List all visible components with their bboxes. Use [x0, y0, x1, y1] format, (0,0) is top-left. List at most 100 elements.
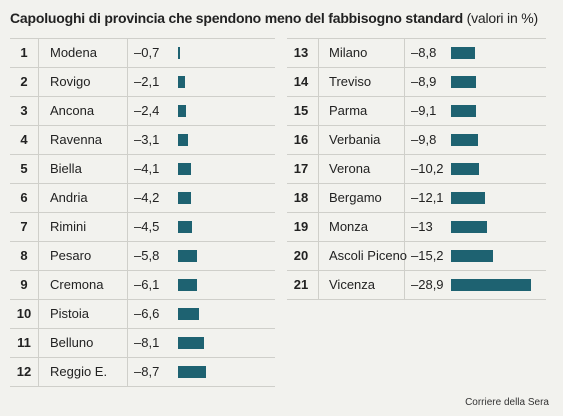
- city-label: Vicenza: [329, 277, 376, 292]
- rank-label: 10: [16, 306, 32, 321]
- rank-label: 12: [16, 364, 32, 379]
- city-label: Treviso: [329, 74, 372, 89]
- city-label: Biella: [50, 161, 82, 176]
- value-bar: [451, 221, 487, 233]
- column-divider: [127, 39, 128, 387]
- value-label: –9,1: [411, 103, 437, 118]
- table-row: 19 Monza –13: [287, 213, 546, 242]
- city-label: Pistoia: [50, 306, 90, 321]
- value-bar: [178, 250, 197, 262]
- value-label: –6,6: [134, 306, 160, 321]
- rank-label: 15: [293, 103, 309, 118]
- column-divider: [404, 39, 405, 300]
- value-bar: [178, 134, 188, 146]
- city-label: Pesaro: [50, 248, 92, 263]
- rank-label: 3: [20, 103, 28, 118]
- table-row: 14 Treviso –8,9: [287, 68, 546, 97]
- rank-label: 5: [20, 161, 28, 176]
- city-label: Andria: [50, 190, 88, 205]
- city-label: Rimini: [50, 219, 87, 234]
- table-row: 6 Andria –4,2: [10, 184, 275, 213]
- table-row: 12 Reggio E. –8,7: [10, 358, 275, 387]
- city-label: Parma: [329, 103, 368, 118]
- table-row: 10 Pistoia –6,6: [10, 300, 275, 329]
- table-row: 8 Pesaro –5,8: [10, 242, 275, 271]
- rank-label: 18: [293, 190, 309, 205]
- table-row: 11 Belluno –8,1: [10, 329, 275, 358]
- value-label: –8,8: [411, 45, 437, 60]
- value-label: –9,8: [411, 132, 437, 147]
- value-label: –3,1: [134, 132, 160, 147]
- rank-label: 14: [293, 74, 309, 89]
- value-bar: [178, 105, 186, 117]
- column-divider: [38, 39, 39, 387]
- value-bar: [178, 163, 192, 175]
- value-label: –0,7: [134, 45, 160, 60]
- value-label: –8,9: [411, 74, 437, 89]
- ranking-table-right: 13 Milano –8,8 14 Treviso –8,9 15 Parma –9,1 16 Ve…: [287, 38, 546, 300]
- table-row: 18 Bergamo –12,1: [287, 184, 546, 213]
- city-label: Milano: [329, 45, 368, 60]
- rank-label: 20: [293, 248, 309, 263]
- value-bar: [178, 279, 198, 291]
- value-bar: [451, 47, 476, 59]
- city-label: Verbania: [329, 132, 381, 147]
- table-row: 5 Biella –4,1: [10, 155, 275, 184]
- value-label: –12,1: [411, 190, 444, 205]
- value-bar: [451, 279, 531, 291]
- value-label: –4,5: [134, 219, 160, 234]
- chart-title-main: Capoluoghi di provincia che spendono men…: [10, 10, 463, 26]
- value-label: –2,4: [134, 103, 160, 118]
- value-label: –8,1: [134, 335, 160, 350]
- column-divider: [318, 39, 319, 300]
- rank-label: 21: [293, 277, 309, 292]
- table-row: 20 Ascoli Piceno –15,2: [287, 242, 546, 271]
- rank-label: 8: [20, 248, 28, 263]
- value-label: –4,1: [134, 161, 160, 176]
- rank-label: 17: [293, 161, 309, 176]
- city-label: Ravenna: [50, 132, 103, 147]
- city-label: Modena: [50, 45, 97, 60]
- table-row: 3 Ancona –2,4: [10, 97, 275, 126]
- value-label: –8,7: [134, 364, 160, 379]
- rank-label: 7: [20, 219, 28, 234]
- value-label: –13: [411, 219, 433, 234]
- city-label: Verona: [329, 161, 371, 176]
- value-bar: [451, 134, 479, 146]
- table-row: 7 Rimini –4,5: [10, 213, 275, 242]
- rank-label: 16: [293, 132, 309, 147]
- value-bar: [451, 76, 476, 88]
- city-label: Belluno: [50, 335, 94, 350]
- chart-title-unit: (valori in %): [466, 10, 539, 26]
- value-label: –6,1: [134, 277, 160, 292]
- source-credit: Corriere della Sera: [465, 397, 549, 408]
- value-bar: [178, 76, 185, 88]
- ranking-table-left: 1 Modena –0,7 2 Rovigo –2,1 3 Ancona –2,4 4 Ravenn…: [10, 38, 275, 387]
- city-label: Ascoli Piceno: [329, 248, 408, 263]
- value-bar: [178, 337, 204, 349]
- value-label: –28,9: [411, 277, 444, 292]
- value-bar: [178, 47, 181, 59]
- value-label: –2,1: [134, 74, 160, 89]
- city-label: Reggio E.: [50, 364, 108, 379]
- rank-label: 19: [293, 219, 309, 234]
- table-row: 13 Milano –8,8: [287, 39, 546, 68]
- city-label: Monza: [329, 219, 369, 234]
- value-bar: [178, 308, 199, 320]
- chart-title: Capoluoghi di provincia che spendono men…: [10, 10, 538, 26]
- value-label: –10,2: [411, 161, 444, 176]
- rank-label: 9: [20, 277, 28, 292]
- value-label: –5,8: [134, 248, 160, 263]
- value-bar: [178, 221, 193, 233]
- table-row: 15 Parma –9,1: [287, 97, 546, 126]
- rank-label: 4: [20, 132, 28, 147]
- value-bar: [451, 250, 494, 262]
- rank-label: 11: [17, 335, 31, 350]
- rank-label: 6: [20, 190, 28, 205]
- table-row: 21 Vicenza –28,9: [287, 271, 546, 300]
- value-bar: [451, 105, 477, 117]
- city-label: Cremona: [50, 277, 104, 292]
- value-label: –15,2: [411, 248, 444, 263]
- table-row: 16 Verbania –9,8: [287, 126, 546, 155]
- table-row: 1 Modena –0,7: [10, 39, 275, 68]
